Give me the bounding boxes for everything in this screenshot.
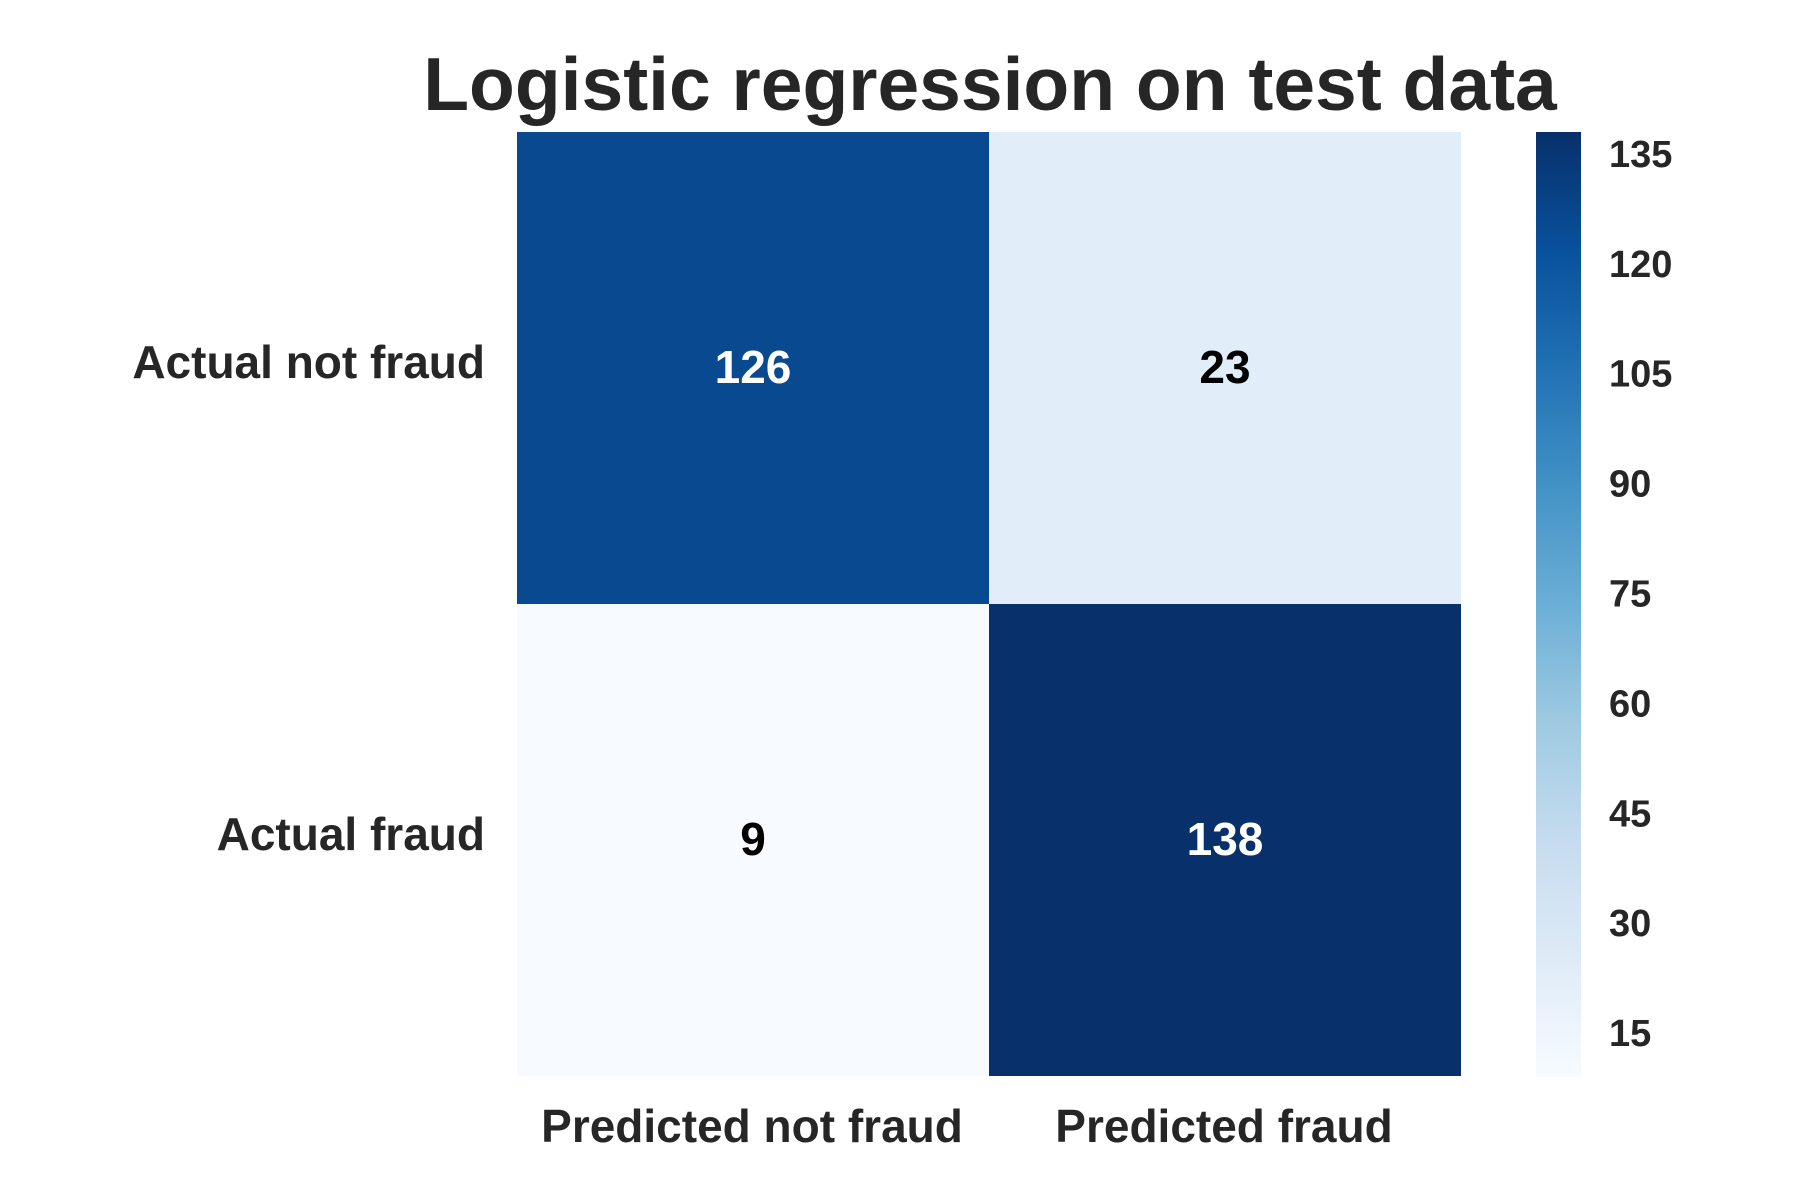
colorbar-tick-135: 135 [1609, 134, 1672, 176]
col-label-predicted-fraud: Predicted fraud [1055, 1100, 1392, 1152]
colorbar [1536, 132, 1581, 1077]
colorbar-tick-60: 60 [1609, 683, 1651, 725]
heatmap-cells [517, 132, 1461, 1076]
heatmap-value-r1-c0: 9 [740, 813, 766, 865]
heatmap-value-r0-c1: 23 [1199, 341, 1250, 393]
colorbar-tick-45: 45 [1609, 793, 1651, 835]
colorbar-ticks: 15 30 45 60 75 90 105 120 135 [1609, 134, 1672, 1055]
heatmap-cell-r1-c1 [989, 604, 1461, 1076]
col-label-predicted-not-fraud: Predicted not fraud [541, 1100, 963, 1152]
colorbar-tick-90: 90 [1609, 464, 1651, 506]
row-label-actual-not-fraud: Actual not fraud [132, 336, 485, 388]
heatmap-cell-r0-c0 [517, 132, 989, 604]
chart-title: Logistic regression on test data [423, 42, 1558, 126]
heatmap-cell-r1-c0 [517, 604, 989, 1076]
heatmap-cell-r0-c1 [989, 132, 1461, 604]
heatmap-value-r0-c0: 126 [715, 341, 792, 393]
colorbar-tick-75: 75 [1609, 574, 1651, 616]
colorbar-tick-15: 15 [1609, 1013, 1651, 1055]
colorbar-tick-105: 105 [1609, 354, 1672, 396]
colorbar-tick-30: 30 [1609, 903, 1651, 945]
colorbar-tick-120: 120 [1609, 244, 1672, 286]
heatmap-value-r1-c1: 138 [1187, 813, 1264, 865]
row-label-actual-fraud: Actual fraud [217, 808, 485, 860]
heatmap-cell-labels: 126 23 9 138 [715, 341, 1264, 865]
